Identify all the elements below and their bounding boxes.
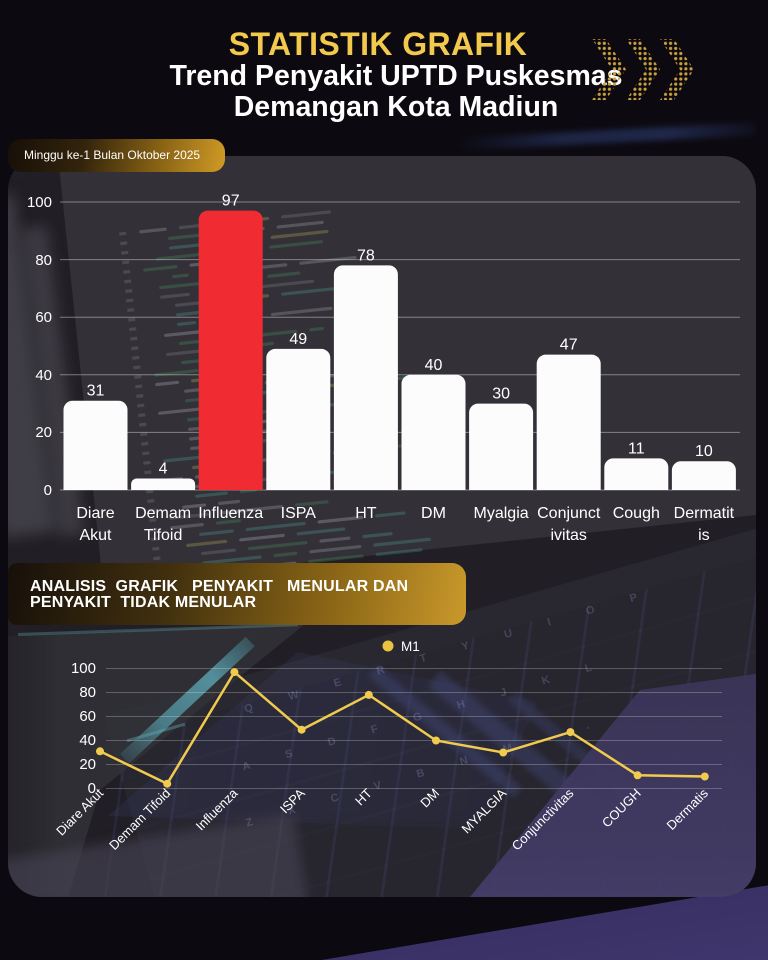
svg-text:Myalgia: Myalgia: [474, 505, 529, 522]
svg-text:Demam Tifoid: Demam Tifoid: [106, 786, 173, 853]
svg-text:60: 60: [79, 708, 96, 725]
svg-text:11: 11: [628, 440, 645, 457]
svg-text:Dermatit: Dermatit: [674, 505, 735, 522]
svg-text:MYALGIA: MYALGIA: [459, 785, 510, 836]
svg-text:60: 60: [35, 309, 52, 326]
svg-text:ivitas: ivitas: [550, 527, 586, 544]
svg-text:HT: HT: [355, 505, 377, 522]
svg-text:DM: DM: [421, 505, 446, 522]
svg-text:Diare Akut: Diare Akut: [53, 785, 106, 838]
svg-text:Conjunctivitas: Conjunctivitas: [509, 785, 577, 853]
svg-text:20: 20: [79, 756, 96, 773]
svg-text:100: 100: [27, 194, 52, 211]
svg-text:Influenza: Influenza: [198, 505, 263, 522]
svg-text:0: 0: [44, 482, 52, 499]
svg-text:31: 31: [87, 383, 105, 400]
svg-text:Conjunct: Conjunct: [537, 505, 601, 522]
svg-text:Cough: Cough: [613, 505, 660, 522]
svg-text:20: 20: [35, 424, 52, 441]
svg-text:97: 97: [222, 193, 240, 210]
svg-text:ISPA: ISPA: [277, 785, 308, 816]
svg-text:Influenza: Influenza: [193, 785, 241, 833]
svg-text:is: is: [698, 527, 710, 544]
svg-text:40: 40: [79, 732, 96, 749]
svg-text:49: 49: [289, 331, 307, 348]
svg-text:Dermatis: Dermatis: [664, 785, 712, 833]
svg-text:47: 47: [560, 337, 578, 354]
svg-text:10: 10: [695, 443, 713, 460]
svg-text:100: 100: [71, 660, 96, 677]
svg-text:80: 80: [79, 684, 96, 701]
svg-text:COUGH: COUGH: [599, 786, 644, 831]
svg-text:78: 78: [357, 247, 375, 264]
svg-text:0: 0: [88, 780, 96, 797]
svg-text:Demam: Demam: [135, 505, 191, 522]
svg-text:M1: M1: [401, 639, 420, 654]
svg-text:4: 4: [159, 460, 168, 477]
svg-text:40: 40: [425, 357, 443, 374]
svg-text:Akut: Akut: [79, 527, 112, 544]
svg-text:Diare: Diare: [76, 505, 114, 522]
svg-text:80: 80: [35, 252, 52, 269]
svg-text:DM: DM: [417, 786, 442, 811]
svg-text:40: 40: [35, 367, 52, 384]
svg-text:30: 30: [492, 386, 510, 403]
svg-text:ISPA: ISPA: [281, 505, 317, 522]
svg-text:Tifoid: Tifoid: [144, 527, 183, 544]
